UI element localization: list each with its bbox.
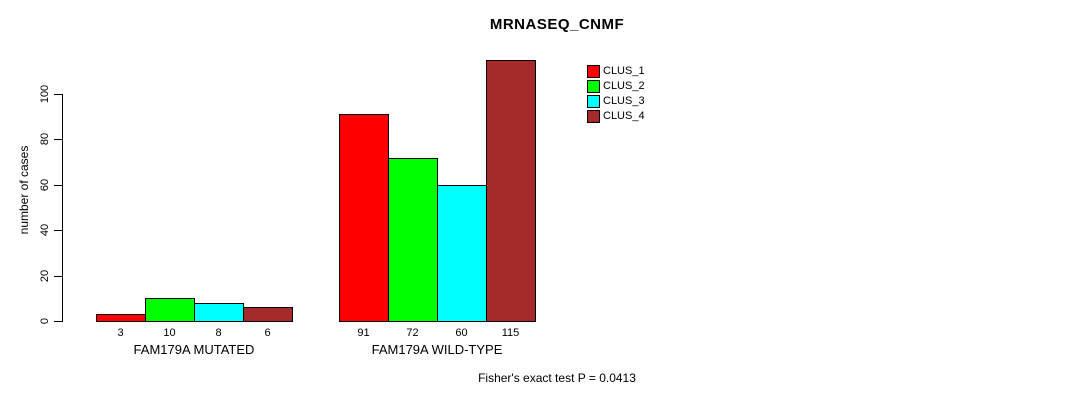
- y-axis-line: [62, 94, 63, 322]
- bar-clus_1-1: [96, 314, 146, 322]
- category-label: FAM179A MUTATED: [133, 342, 255, 357]
- bar-clus_1-2: [339, 114, 389, 322]
- bar-clus_4-2: [486, 60, 536, 322]
- chart-title: MRNASEQ_CNMF: [489, 16, 625, 33]
- bar-clus_2-2: [388, 158, 438, 322]
- bar-clus_3-2: [437, 185, 487, 322]
- y-tick-label: 60: [39, 178, 51, 192]
- y-tick: [54, 321, 62, 322]
- y-tick-label: 0: [39, 317, 51, 325]
- y-tick-label: 100: [39, 84, 51, 104]
- legend-swatch-clus_1: [587, 65, 600, 78]
- statistical-test-annotation: Fisher's exact test P = 0.0413: [478, 371, 636, 385]
- category-label: FAM179A WILD-TYPE: [371, 342, 503, 357]
- y-tick-label: 40: [39, 223, 51, 237]
- bar-clus_4-1: [243, 307, 293, 322]
- bar-value-label: 10: [163, 327, 176, 339]
- legend-label-clus_2: CLUS_2: [603, 80, 645, 92]
- y-tick: [54, 230, 62, 231]
- legend-label-clus_3: CLUS_3: [603, 95, 645, 107]
- y-tick: [54, 276, 62, 277]
- bar-value-label: 91: [357, 327, 370, 339]
- bar-value-label: 115: [501, 327, 520, 339]
- y-tick: [54, 185, 62, 186]
- legend-swatch-clus_3: [587, 95, 600, 108]
- y-tick: [54, 94, 62, 95]
- bar-clus_2-1: [145, 298, 195, 322]
- y-tick-label: 20: [39, 269, 51, 283]
- bar-value-label: 60: [455, 327, 468, 339]
- bar-clus_3-1: [194, 303, 244, 322]
- bar-value-label: 72: [406, 327, 419, 339]
- y-tick: [54, 139, 62, 140]
- legend-swatch-clus_4: [587, 110, 600, 123]
- bar-value-label: 3: [117, 327, 124, 339]
- bar-value-label: 8: [215, 327, 222, 339]
- legend-label-clus_4: CLUS_4: [603, 110, 645, 122]
- bar-value-label: 6: [264, 327, 271, 339]
- y-tick-label: 80: [39, 132, 51, 146]
- legend-swatch-clus_2: [587, 80, 600, 93]
- legend-label-clus_1: CLUS_1: [603, 65, 645, 77]
